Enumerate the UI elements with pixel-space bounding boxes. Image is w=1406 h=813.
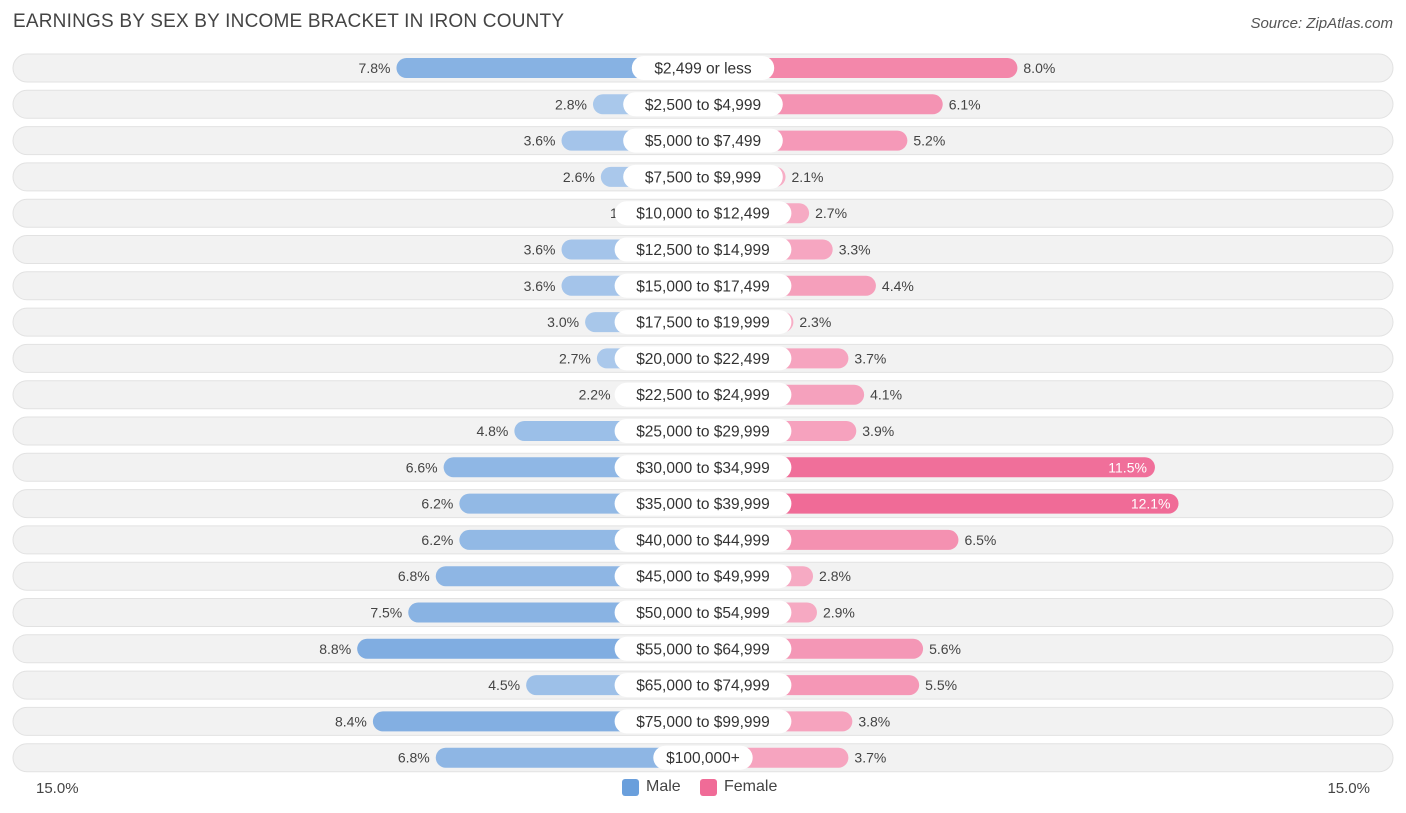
category-label: $5,000 to $7,499	[645, 133, 761, 150]
female-value-label: 12.1%	[1131, 496, 1171, 512]
male-value-label: 2.8%	[555, 96, 587, 112]
male-value-label: 6.2%	[421, 532, 453, 548]
category-pill	[614, 564, 792, 589]
category-pill	[614, 346, 792, 371]
legend-label-female: Female	[724, 778, 778, 795]
female-value-label: 2.3%	[799, 314, 831, 330]
category-pill	[614, 491, 792, 516]
female-value-label: 8.0%	[1023, 60, 1055, 76]
category-label: $55,000 to $64,999	[636, 641, 770, 658]
female-value-label: 5.6%	[929, 641, 961, 657]
male-bar	[435, 747, 703, 768]
category-label: $30,000 to $34,999	[636, 460, 770, 477]
legend-item-female[interactable]: Female	[700, 778, 777, 796]
male-value-label: 6.6%	[406, 459, 438, 475]
female-value-label: 4.1%	[870, 387, 902, 403]
chart-title: EARNINGS BY SEX BY INCOME BRACKET IN IRO…	[13, 11, 565, 32]
male-bar	[396, 58, 703, 78]
category-pill	[623, 164, 783, 189]
category-label: $25,000 to $29,999	[636, 424, 770, 441]
male-value-label: 6.8%	[398, 568, 430, 584]
category-label: $40,000 to $44,999	[636, 532, 770, 549]
male-value-label: 3.0%	[547, 314, 579, 330]
category-label: $17,500 to $19,999	[636, 315, 770, 332]
category-pill	[614, 237, 792, 262]
category-label: $2,500 to $4,999	[645, 97, 761, 114]
male-value-label: 3.6%	[524, 278, 556, 294]
male-value-label: 6.2%	[421, 496, 453, 512]
female-value-label: 3.3%	[839, 242, 871, 258]
chart-canvas: 7.8% 8.0% $2,499 or less 2.8% 6.1% $2,500 to …	[12, 53, 1394, 773]
category-label: $50,000 to $54,999	[636, 605, 770, 622]
female-value-label: 2.8%	[819, 568, 851, 584]
male-value-label: 6.8%	[398, 750, 430, 766]
legend-swatch-male	[622, 778, 639, 796]
female-value-label: 11.5%	[1108, 459, 1147, 475]
axis-max-label: 15.0%	[1327, 780, 1370, 797]
female-bar	[703, 493, 1179, 514]
male-value-label: 7.8%	[359, 60, 391, 76]
axis-min-label: 15.0%	[36, 780, 79, 797]
female-value-label: 3.9%	[862, 423, 894, 439]
female-value-label: 5.2%	[913, 133, 945, 149]
category-pill	[614, 201, 792, 226]
category-pill	[614, 455, 792, 480]
category-label: $20,000 to $22,499	[636, 351, 770, 368]
category-pill	[623, 92, 783, 117]
category-label: $2,499 or less	[654, 61, 752, 78]
legend-label-male: Male	[646, 778, 681, 795]
female-value-label: 5.5%	[925, 677, 957, 693]
category-label: $75,000 to $99,999	[636, 714, 770, 731]
category-pill	[614, 382, 792, 407]
female-value-label: 6.5%	[964, 532, 996, 548]
female-value-label: 4.4%	[882, 278, 914, 294]
male-value-label: 8.8%	[319, 641, 351, 657]
legend: Male Female	[0, 778, 1406, 800]
male-value-label: 3.6%	[524, 133, 556, 149]
legend-item-male[interactable]: Male	[622, 778, 681, 796]
female-value-label: 3.7%	[854, 350, 886, 366]
female-value-label: 3.8%	[858, 713, 890, 729]
female-value-label: 2.1%	[792, 169, 824, 185]
category-pill	[614, 636, 792, 661]
female-value-label: 3.7%	[854, 750, 886, 766]
category-label: $10,000 to $12,499	[636, 206, 770, 223]
category-pill	[614, 310, 792, 335]
category-pill	[653, 745, 753, 770]
male-value-label: 2.6%	[563, 169, 595, 185]
male-value-label: 4.8%	[476, 423, 508, 439]
male-value-label: 7.5%	[370, 605, 402, 621]
category-label: $7,500 to $9,999	[645, 169, 761, 186]
category-pill	[614, 419, 792, 443]
male-value-label: 3.6%	[524, 242, 556, 258]
category-label: $22,500 to $24,999	[636, 387, 770, 404]
category-label: $12,500 to $14,999	[636, 242, 770, 259]
female-value-label: 2.9%	[823, 605, 855, 621]
category-pill	[623, 128, 783, 153]
category-label: $65,000 to $74,999	[636, 678, 770, 695]
source-credit: Source: ZipAtlas.com	[1250, 15, 1393, 32]
category-label: $15,000 to $17,499	[636, 278, 770, 295]
legend-swatch-female	[700, 778, 717, 796]
category-pill	[631, 56, 775, 80]
category-pill	[614, 527, 792, 552]
male-value-label: 2.2%	[579, 387, 611, 403]
category-label: $100,000+	[666, 750, 740, 767]
male-value-label: 8.4%	[335, 713, 367, 729]
female-value-label: 2.7%	[815, 205, 847, 221]
female-bar	[703, 58, 1018, 78]
female-value-label: 6.1%	[949, 96, 981, 112]
female-bar	[703, 457, 1155, 478]
category-label: $35,000 to $39,999	[636, 496, 770, 513]
category-pill	[614, 673, 792, 698]
male-value-label: 4.5%	[488, 677, 520, 693]
male-value-label: 2.7%	[559, 350, 591, 366]
category-pill	[614, 600, 792, 625]
category-pill	[614, 273, 792, 298]
category-label: $45,000 to $49,999	[636, 569, 770, 586]
category-pill	[614, 709, 792, 734]
